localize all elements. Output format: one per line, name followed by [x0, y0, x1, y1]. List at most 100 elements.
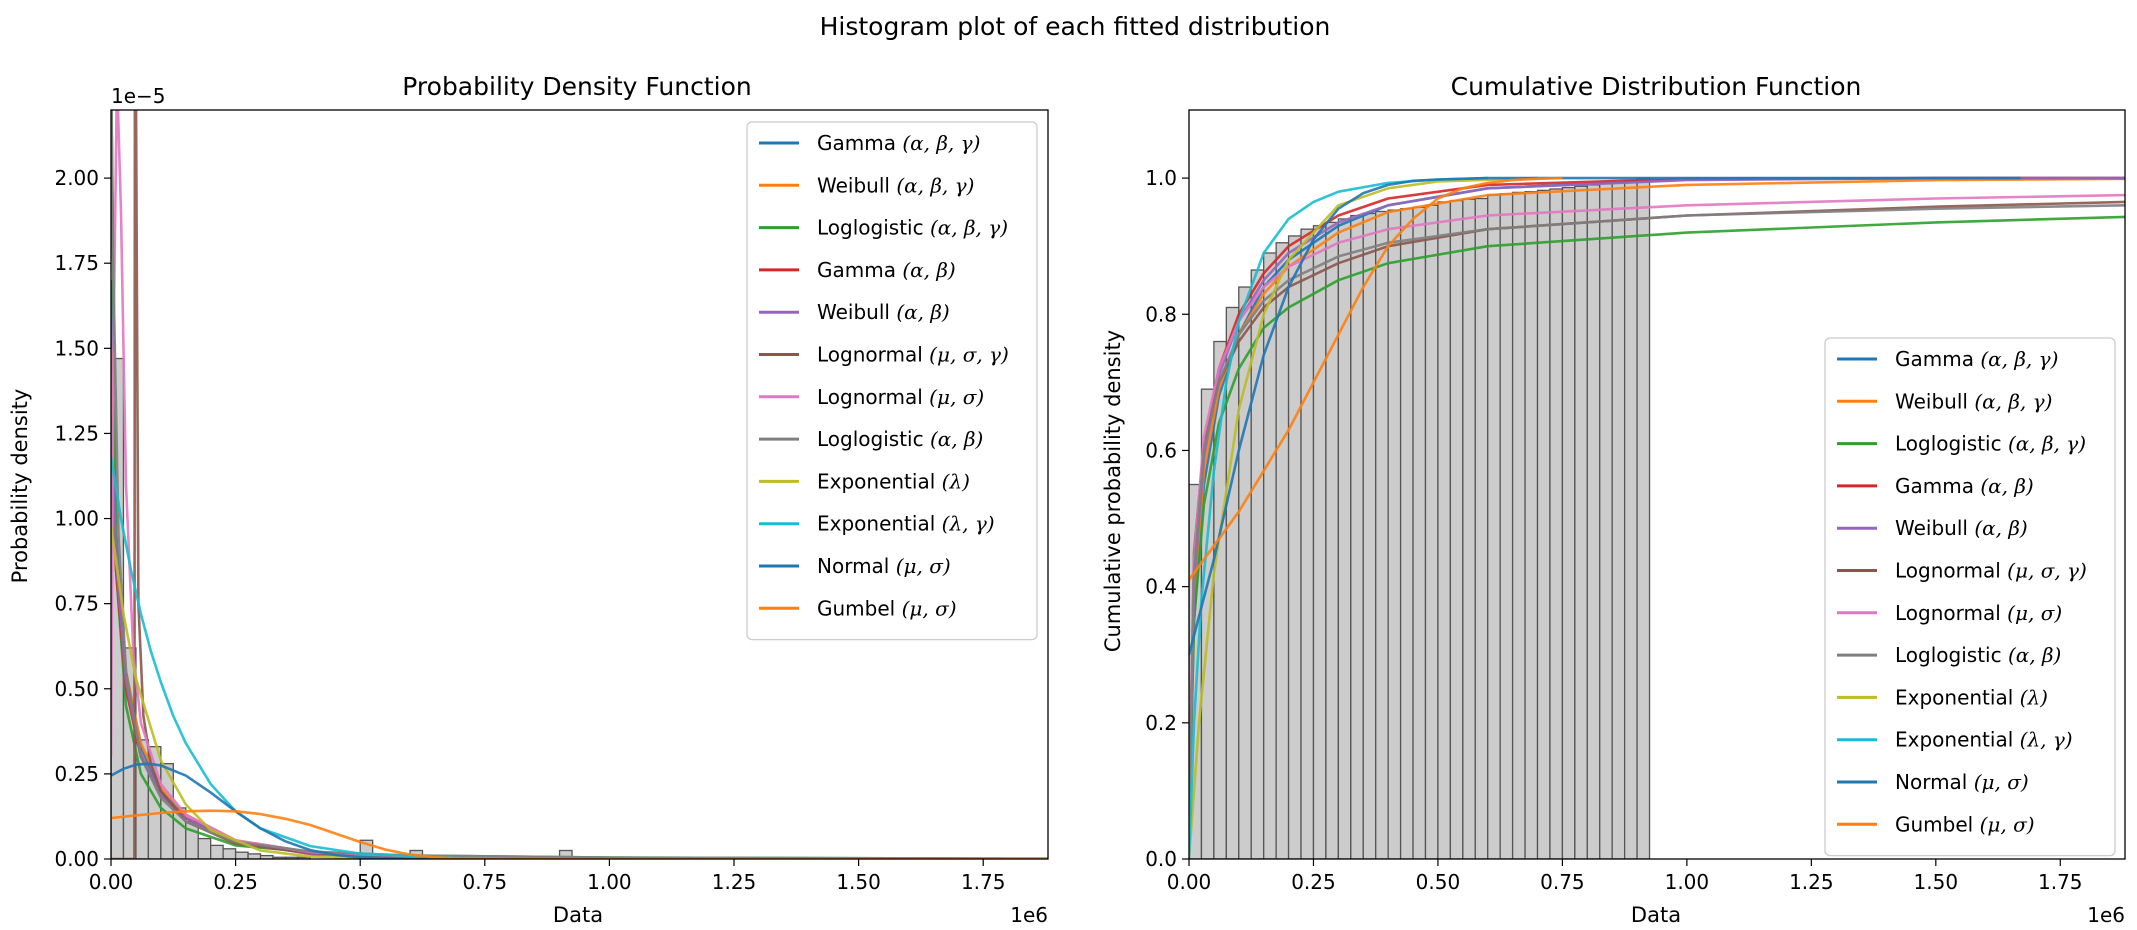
cdf-histogram-bar — [1574, 185, 1588, 859]
cdf-histogram-bar — [1375, 210, 1389, 859]
cdf-y-axis-label: Cumulative probability density — [1101, 330, 1125, 652]
cdf-chart: Cumulative Distribution Function Data 1e… — [1101, 72, 2126, 927]
cdf-legend-label-0: Gamma (α, β, γ) — [1895, 347, 2058, 371]
pdf-y-tick-label: 1.50 — [54, 336, 99, 360]
pdf-legend-label-11: Gumbel (μ, σ) — [817, 596, 957, 620]
pdf-legend-label-8: Exponential (λ) — [817, 469, 970, 493]
cdf-histogram-bar — [1524, 191, 1539, 859]
pdf-axes-frame — [110, 109, 1049, 860]
pdf-series-lines — [111, 110, 1048, 859]
cdf-histogram-bar — [1350, 214, 1364, 859]
cdf-y-tick-label: 0.2 — [1145, 711, 1177, 735]
cdf-histogram-bar — [1549, 188, 1564, 859]
pdf-histogram-bar — [247, 853, 262, 859]
cdf-histogram-bar — [1511, 191, 1526, 859]
cdf-histogram-bar — [1611, 181, 1626, 859]
pdf-x-tick-label: 0.00 — [89, 870, 134, 894]
pdf-x-tick-label: 0.25 — [213, 870, 258, 894]
cdf-x-tick-label: 1.00 — [1665, 870, 1710, 894]
cdf-histogram-bar — [1325, 221, 1340, 859]
cdf-series-line-9 — [1189, 176, 1488, 859]
cdf-y-tick-label: 0.4 — [1145, 575, 1177, 599]
cdf-histogram-bar — [1362, 212, 1377, 859]
pdf-y-tick-label: 1.00 — [54, 507, 99, 531]
cdf-x-offset-text: 1e6 — [2087, 903, 2125, 927]
cdf-x-tick-label: 0.25 — [1291, 870, 1336, 894]
pdf-histogram-bar — [222, 848, 237, 859]
pdf-histogram — [111, 357, 573, 859]
pdf-legend-label-4: Weibull (α, β) — [817, 300, 950, 324]
cdf-axes-frame — [1188, 109, 2126, 860]
cdf-x-tick-label: 1.25 — [1789, 870, 1834, 894]
cdf-y-tick-label: 1.0 — [1145, 166, 1177, 190]
cdf-histogram-bar — [1312, 225, 1327, 859]
pdf-histogram-bar — [297, 856, 312, 859]
cdf-histogram-bar — [1275, 242, 1290, 859]
pdf-legend-label-2: Loglogistic (α, β, γ) — [817, 216, 1008, 240]
cdf-y-tick-label: 0.8 — [1145, 302, 1177, 326]
pdf-legend-label-3: Gamma (α, β) — [817, 258, 956, 282]
pdf-plot-area: 0.00 0.25 0.50 0.75 1.00 1.25 1.50 1.75 0.00 0.25… — [54, 109, 1049, 894]
cdf-histogram-bar — [1474, 197, 1489, 859]
cdf-legend-label-1: Weibull (α, β, γ) — [1895, 389, 2052, 413]
cdf-series-line-11 — [1189, 176, 1563, 581]
cdf-histogram-bar — [1487, 194, 1501, 859]
pdf-series-line-11 — [111, 809, 1048, 859]
pdf-legend-label-9: Exponential (λ, γ) — [817, 512, 995, 536]
cdf-histogram-bar — [1287, 235, 1302, 859]
cdf-series-line-6 — [1189, 193, 2125, 826]
cdf-plot-area: 0.00 0.25 0.50 0.75 1.00 1.25 1.50 1.75 0.0 0.2 0.… — [1145, 109, 2126, 894]
cdf-legend-label-2: Loglogistic (α, β, γ) — [1895, 432, 2086, 456]
cdf-histogram-bar — [1412, 206, 1427, 859]
pdf-x-tick-label: 1.50 — [836, 870, 881, 894]
pdf-histogram-bar — [197, 837, 212, 859]
pdf-x-tick-label: 1.00 — [587, 870, 632, 894]
cdf-legend-label-7: Loglogistic (α, β) — [1895, 643, 2061, 667]
cdf-legend-label-10: Normal (μ, σ) — [1895, 770, 2029, 794]
pdf-x-offset-text: 1e6 — [1010, 903, 1048, 927]
cdf-legend-label-8: Exponential (λ) — [1895, 685, 2048, 709]
cdf-series-line-10 — [1189, 176, 2021, 656]
cdf-x-axis-label: Data — [1631, 903, 1681, 927]
pdf-y-tick-label: 0.75 — [54, 592, 99, 616]
pdf-legend-label-1: Weibull (α, β, γ) — [817, 173, 974, 197]
pdf-x-tick-label: 1.25 — [712, 870, 757, 894]
pdf-legend-label-7: Loglogistic (α, β) — [817, 427, 983, 451]
cdf-chart-title: Cumulative Distribution Function — [1451, 72, 1862, 101]
pdf-y-axis-label: Probability density — [8, 389, 32, 584]
cdf-x-tick-label: 1.75 — [2038, 870, 2083, 894]
cdf-histogram-bar — [1536, 189, 1551, 859]
cdf-histogram-bar — [1437, 201, 1452, 859]
cdf-histogram-bar — [1636, 177, 1651, 859]
pdf-histogram-bar — [558, 849, 573, 859]
cdf-x-tick-label: 1.50 — [1914, 870, 1959, 894]
cdf-histogram-bar — [1499, 193, 1514, 859]
cdf-histogram-bar — [1387, 209, 1402, 859]
cdf-histogram-bar — [1300, 228, 1315, 859]
pdf-x-tick-label: 0.75 — [463, 870, 508, 894]
cdf-histogram-bar — [1225, 306, 1240, 859]
cdf-legend-label-9: Exponential (λ, γ) — [1895, 728, 2073, 752]
pdf-y-tick-label: 1.25 — [54, 421, 99, 445]
cdf-x-tick-label: 0.00 — [1167, 870, 1212, 894]
pdf-y-tick-label: 0.00 — [54, 847, 99, 871]
figure-suptitle: Histogram plot of each fitted distributi… — [820, 12, 1331, 41]
pdf-legend-frame — [746, 121, 1038, 641]
cdf-x-tick-label: 0.50 — [1416, 870, 1461, 894]
pdf-chart: Probability Density Function 1e−5 Data 1… — [8, 72, 1049, 927]
pdf-y-tick-label: 0.25 — [54, 762, 99, 786]
cdf-y-tick-label: 0.0 — [1145, 847, 1177, 871]
pdf-x-axis-label: Data — [553, 903, 603, 927]
pdf-y-offset-text: 1e−5 — [111, 84, 166, 108]
pdf-legend-label-5: Lognormal (μ, σ, γ) — [817, 343, 1009, 367]
cdf-histogram-bar — [1561, 186, 1576, 859]
cdf-histogram-bar — [1586, 184, 1601, 859]
cdf-histogram-bar — [1462, 198, 1476, 859]
cdf-legend: Gamma (α, β, γ) Weibull (α, β, γ) Loglogis… — [1824, 337, 2116, 857]
cdf-series-line-7 — [1189, 204, 2125, 826]
cdf-histogram-bar — [1623, 180, 1638, 859]
cdf-histogram-bar — [1599, 182, 1613, 859]
cdf-legend-frame — [1824, 337, 2116, 857]
cdf-series-lines — [1189, 176, 2125, 859]
